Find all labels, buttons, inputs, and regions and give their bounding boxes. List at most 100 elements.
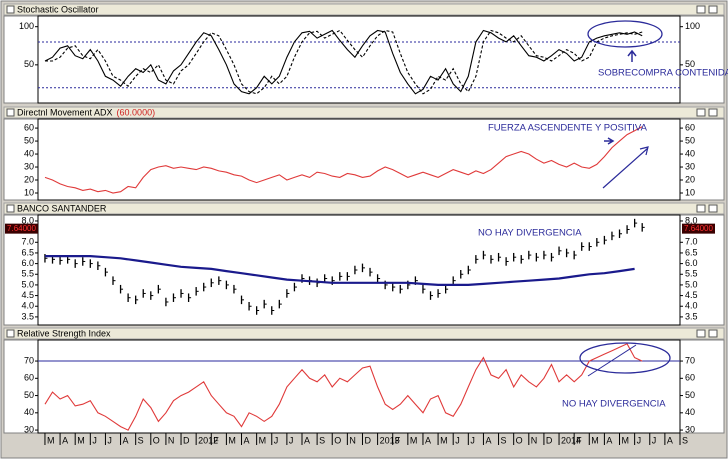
x-tick-label: S: [682, 435, 688, 445]
series-line: [44, 126, 643, 194]
arrow: [604, 137, 615, 145]
x-tick-label: 2014: [561, 435, 581, 445]
x-tick-label: M: [47, 435, 55, 445]
x-tick-label: N: [349, 435, 356, 445]
x-tick-label: O: [153, 435, 160, 445]
y-tick-label: 100: [685, 21, 700, 31]
x-tick-label: M: [259, 435, 267, 445]
y-tick-label: 3.5: [685, 311, 698, 321]
panel-icon: [6, 5, 15, 14]
x-tick-label: M: [622, 435, 630, 445]
y-tick-label: 50: [24, 135, 34, 145]
y-tick-label: 60: [685, 373, 695, 383]
trend-line: [587, 344, 637, 377]
x-tick-label: J: [637, 435, 642, 445]
y-tick-label: 8.0: [21, 215, 34, 225]
window-button: [708, 5, 718, 14]
x-tick-label: A: [606, 435, 612, 445]
x-tick-label: A: [304, 435, 310, 445]
panel-icon: [6, 329, 15, 338]
y-tick-label: 4.5: [21, 290, 34, 300]
x-tick-label: J: [470, 435, 475, 445]
window-button: [696, 5, 706, 14]
x-tick-label: D: [364, 435, 371, 445]
x-tick-label: M: [591, 435, 599, 445]
panel-title: Directnl Movement ADX: [17, 107, 113, 117]
moving-average-line: [45, 255, 635, 286]
y-tick-label: 70: [24, 355, 34, 365]
x-tick-label: 2012: [198, 435, 218, 445]
x-tick-label: J: [274, 435, 279, 445]
y-tick-label: 30: [685, 161, 695, 171]
y-tick-label: 40: [24, 148, 34, 158]
y-tick-label: 4.0: [21, 301, 34, 311]
last-value-box: [682, 223, 715, 234]
panel-icon: [6, 204, 15, 213]
x-tick-label: D: [183, 435, 190, 445]
x-tick-label: M: [410, 435, 418, 445]
annotation: NO HAY DIVERGENCIA: [478, 228, 582, 239]
series-line: [44, 343, 643, 431]
x-tick-label: A: [62, 435, 68, 445]
x-tick-label: S: [138, 435, 144, 445]
x-tick-label: S: [501, 435, 507, 445]
panel-title: BANCO SANTANDER: [17, 203, 107, 213]
highlight-ellipse: [587, 20, 663, 48]
panel-icon: [6, 108, 15, 117]
x-tick-label: A: [244, 435, 250, 445]
x-tick-label: M: [228, 435, 236, 445]
x-tick-label: J: [92, 435, 97, 445]
y-tick-label: 5.0: [21, 279, 34, 289]
x-tick-label: N: [531, 435, 538, 445]
x-tick-label: O: [334, 435, 341, 445]
title-bar: [3, 106, 725, 119]
y-tick-label: 70: [685, 355, 695, 365]
annotation: FUERZA ASCENDENTE Y POSITIVA: [488, 123, 648, 134]
y-tick-label: 100: [19, 21, 34, 31]
annotation: SOBRECOMPRA CONTENIDA: [598, 68, 728, 79]
x-tick-label: J: [107, 435, 112, 445]
x-tick-label: M: [77, 435, 85, 445]
x-tick-label: J: [652, 435, 657, 445]
y-tick-label: 6.5: [685, 247, 698, 257]
x-tick-label: M: [440, 435, 448, 445]
x-tick-label: 2013: [380, 435, 400, 445]
y-tick-label: 60: [24, 122, 34, 132]
last-value-box: [5, 223, 38, 234]
panel-title: Relative Strength Index: [17, 328, 111, 338]
window-button: [696, 204, 706, 213]
y-tick-label: 50: [685, 390, 695, 400]
y-tick-label: 30: [24, 424, 34, 434]
y-tick-label: 4.5: [685, 290, 698, 300]
y-tick-label: 60: [685, 122, 695, 132]
y-tick-label: 60: [24, 373, 34, 383]
title-bar: [3, 327, 725, 340]
y-tick-label: 5.5: [21, 269, 34, 279]
x-tick-label: A: [425, 435, 431, 445]
x-tick-label: S: [319, 435, 325, 445]
series-line: [45, 29, 643, 95]
y-tick-label: 7.0: [21, 237, 34, 247]
y-tick-label: 50: [24, 390, 34, 400]
y-tick-label: 3.5: [21, 311, 34, 321]
y-tick-label: 50: [24, 59, 34, 69]
plot-area: [37, 214, 681, 326]
window-button: [708, 329, 718, 338]
y-tick-label: 5.5: [685, 269, 698, 279]
plot-area: [37, 339, 681, 434]
series-line: [44, 29, 643, 95]
last-value-label: 7.64000: [7, 224, 36, 233]
highlight-ellipse: [579, 342, 671, 374]
y-tick-label: 40: [24, 407, 34, 417]
y-tick-label: 50: [685, 59, 695, 69]
title-bar: [3, 202, 725, 215]
arrow: [602, 146, 649, 189]
y-tick-label: 7.0: [685, 237, 698, 247]
y-tick-label: 5.0: [685, 279, 698, 289]
plot-area: [37, 118, 681, 201]
window-button: [708, 204, 718, 213]
y-tick-label: 10: [24, 187, 34, 197]
x-tick-label: F: [213, 435, 219, 445]
y-tick-label: 30: [685, 424, 695, 434]
y-tick-label: 4.0: [685, 301, 698, 311]
